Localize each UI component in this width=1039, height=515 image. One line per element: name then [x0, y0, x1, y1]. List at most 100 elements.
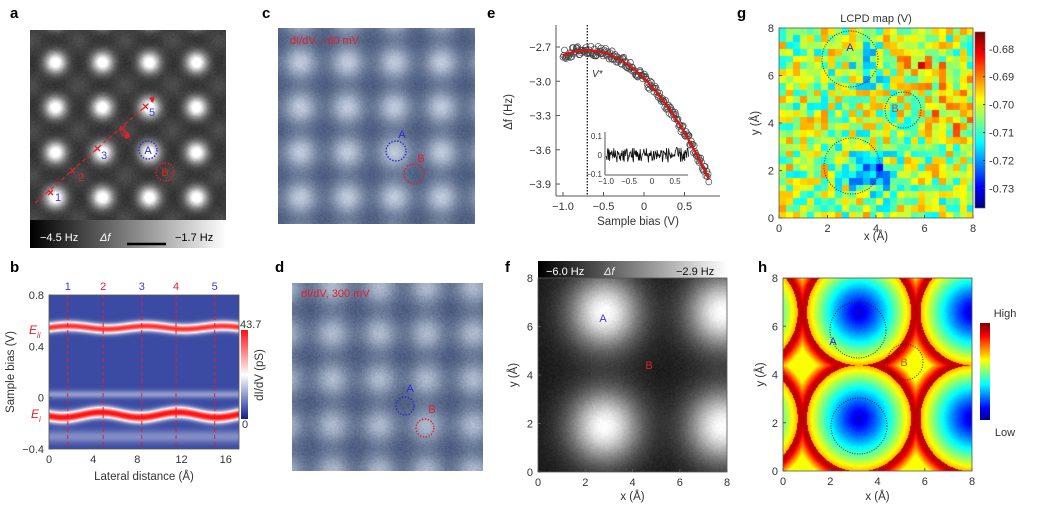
panel-a-annotations: 1 2 3 4 5 A B −4.5 Hz Δf −1.7 Hz: [34, 96, 213, 246]
y-tick-label: −2.7: [529, 42, 551, 54]
x-tick-label: 0: [776, 223, 782, 235]
site-b-circle: [884, 91, 922, 129]
y-axis-label: y (Å): [749, 111, 762, 135]
x-tick-label: 4: [873, 223, 879, 235]
colorbar-min-label: −4.5 Hz: [40, 232, 78, 244]
panel-b-annotations: E ii E i 43.7 0 dI/dV (pS): [29, 319, 266, 431]
energy-label-ei-symbol: E: [31, 407, 40, 421]
colorbar-tick-label: -0.68: [989, 44, 1014, 56]
x-tick-label: 12: [175, 454, 187, 466]
x-tick-label: 16: [220, 454, 232, 466]
inset-x-tick-label: 0.5: [669, 177, 681, 186]
y-tick-label: −3.0: [529, 76, 551, 88]
inset-residual-trace: [605, 146, 690, 163]
y-tick-label: 0: [38, 393, 44, 405]
panel-e-plot: V*: [592, 69, 604, 80]
x-tick-label: 4: [90, 454, 96, 466]
x-tick-label: 8: [724, 477, 730, 489]
x-tick-label: 2: [827, 476, 833, 488]
x-axis-label: x (Å): [865, 490, 889, 503]
marker-label-3: 3: [101, 150, 107, 162]
y-tick-label: −3.6: [529, 145, 551, 157]
panel-h-annotations: A B High Low: [829, 301, 1016, 455]
marker-label: 3: [139, 281, 145, 293]
plot-frame: [537, 277, 728, 473]
profile-markers: [47, 103, 149, 196]
marker-label-1: 1: [55, 192, 61, 204]
y-axis-label: Δf (Hz): [503, 94, 515, 130]
x-tick-label: 6: [677, 477, 683, 489]
panel-label-c: c: [262, 5, 270, 22]
panel-f-colorbar: [538, 261, 727, 278]
site-a-circle: [395, 396, 415, 416]
y-tick-label: −0.4: [22, 444, 44, 456]
y-tick-label: 6: [527, 322, 533, 334]
site-b-label: B: [900, 357, 907, 369]
x-tick-label: 0.5: [677, 201, 692, 213]
site-a-label: A: [599, 313, 607, 325]
marker-label: 2: [100, 281, 106, 293]
site-a-circle: [821, 30, 879, 88]
data-point: [676, 121, 684, 129]
y-tick-label: 4: [768, 118, 774, 130]
panel-h-colorbar: [980, 323, 990, 420]
plot-frame: [48, 294, 240, 450]
x-tick-label: 0: [641, 201, 647, 213]
marker-label: 5: [212, 281, 218, 293]
colorbar-axis-label: dI/dV (pS): [254, 349, 266, 401]
x-tick-label: 2: [824, 223, 830, 235]
x-axis-label: x (Å): [620, 490, 644, 503]
inset-x-tick-label: −0.5: [621, 177, 637, 186]
colorbar-quantity-label: Δf: [603, 266, 615, 278]
fit-curve: [562, 49, 710, 180]
site-a-label: A: [398, 129, 406, 141]
y-tick-label: 0: [772, 466, 778, 478]
y-tick-label: 0: [768, 213, 774, 225]
x-tick-label: 6: [922, 476, 928, 488]
x-tick-label: 8: [969, 476, 975, 488]
colorbar-max-label: −2.9 Hz: [676, 266, 714, 278]
colorbar-min-label: −6.0 Hz: [546, 266, 584, 278]
marker-label-4: 4: [121, 129, 127, 141]
y-tick-label: 4: [772, 370, 778, 382]
site-b-label: B: [428, 404, 435, 416]
y-tick-label: 2: [527, 419, 533, 431]
panel-f-afm-image: [538, 278, 727, 472]
panel-d-didv-map: [292, 283, 483, 471]
y-axis-label: y (Å): [507, 363, 520, 387]
arrow-head-icon: [149, 96, 155, 103]
arrow-head-icon: [125, 131, 131, 139]
panel-a-afm-image: [30, 30, 226, 220]
panel-label-a: a: [10, 5, 19, 22]
x-tick-label: 8: [134, 454, 140, 466]
x-tick-label: −0.5: [593, 201, 615, 213]
marker-label-5: 5: [149, 107, 155, 119]
site-b-label: B: [891, 103, 898, 115]
site-b-circle: [886, 343, 924, 381]
x-axis-label: Lateral distance (Å): [94, 470, 194, 483]
site-b-label: B: [417, 153, 424, 165]
x-tick-label: 8: [970, 223, 976, 235]
y-tick-label: −3.3: [529, 111, 551, 123]
panel-b-colorbar: [241, 330, 248, 419]
x-tick-label: 4: [629, 477, 635, 489]
plot-frame: [778, 27, 974, 219]
energy-label-eii-subscript: ii: [37, 331, 41, 340]
colorbar-tick-label: -0.72: [989, 156, 1014, 168]
data-point: [626, 63, 634, 71]
colorbar-tick-label: -0.73: [989, 183, 1014, 195]
plot-frame: [782, 277, 973, 472]
panel-c-annotations: dI/dV, −60 mV A B: [290, 35, 425, 185]
inset-x-tick-label: 0: [650, 177, 655, 186]
y-tick-label: 0: [527, 467, 533, 479]
panel-b-heatmap: [49, 295, 239, 449]
site-b-circle: [415, 418, 435, 438]
panel-label-d: d: [275, 259, 284, 276]
panel-g-lcpd-map: [779, 28, 973, 218]
y-tick-label: 8: [768, 23, 774, 35]
y-axis-label: y (Å): [754, 362, 767, 386]
y-tick-label: 6: [772, 321, 778, 333]
data-point: [620, 54, 628, 61]
y-axis-label: Sample bias (V): [5, 331, 17, 413]
